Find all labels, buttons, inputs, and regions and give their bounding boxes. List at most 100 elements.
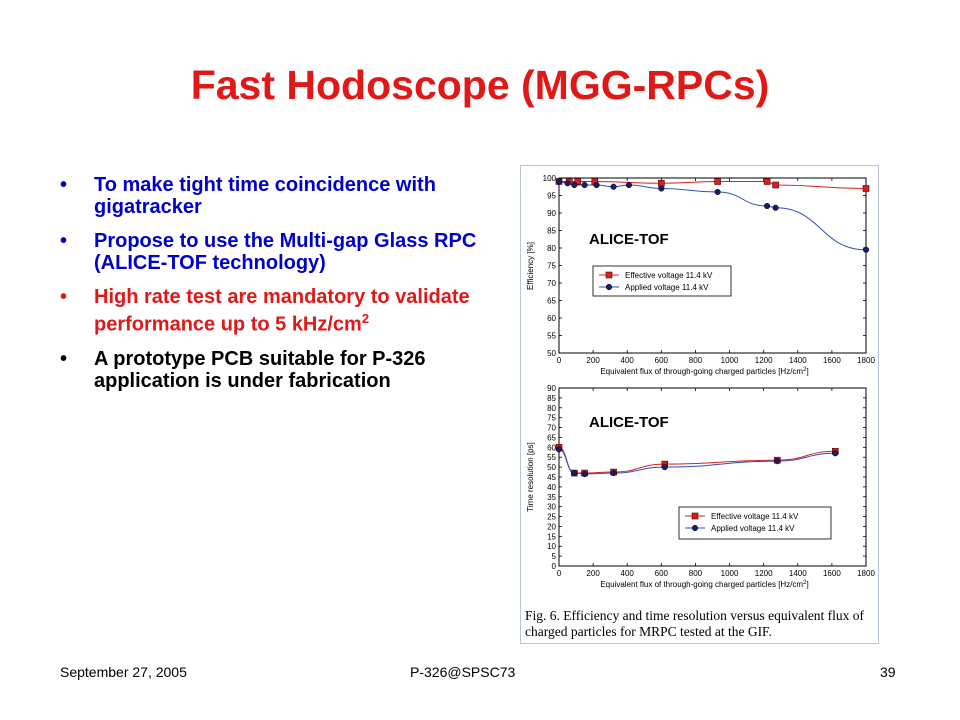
slide-title: Fast Hodoscope (MGG-RPCs) [190,62,770,108]
data-point [658,179,665,187]
bullet-text: High rate test are mandatory to validate… [94,286,470,336]
y-tick-label: 95 [547,192,556,201]
data-point [571,469,578,477]
figure-panel: 0 200 400 600 800 1000 1200 1400 1600 1800 50 55 60 6… [520,165,879,644]
data-point [714,178,721,185]
y-tick-label: 80 [547,404,556,413]
bullet-text: A prototype PCB suitable for P-326 appli… [94,347,426,392]
data-point [574,178,582,185]
y-tick-label: 60 [547,314,556,323]
y-tick-label: 85 [547,227,556,236]
x-axis-label-end: ] [806,580,808,589]
y-tick-label: 70 [547,279,556,288]
chart-overlay-label: ALICE-TOF [589,231,669,248]
x-tick-label: 1800 [857,569,875,578]
y-tick-label: 65 [547,433,556,442]
data-point [774,458,781,465]
x-axis-label: Equivalent flux of through-going charged… [600,580,808,589]
bullet-item: • High rate test are mandatory to validat… [60,286,480,336]
data-point [610,183,617,190]
x-tick-label: 1800 [857,356,875,365]
x-tick-label: 1600 [823,569,841,578]
x-tick-label: 1000 [721,569,739,578]
data-point [581,181,588,189]
x-tick-label: 200 [586,569,600,578]
plot-frame [558,177,867,354]
bullet-item: • Propose to use the Multi-gap Glass RPC … [60,230,480,274]
y-axis-label: Time resolution [ps] [526,442,535,512]
legend-marker [605,271,613,279]
bullet-item: • A prototype PCB suitable for P-326 appl… [60,348,480,392]
y-tick-label: 90 [547,384,556,393]
y-tick-label: 25 [547,513,556,522]
x-axis-label-sup: 2 [803,367,807,373]
legend-label: Applied voltage 11.4 kV [711,524,795,533]
y-tick-label: 50 [547,349,556,358]
x-tick-label: 800 [689,569,703,578]
y-tick-label: 20 [547,522,556,531]
data-point [832,450,839,457]
y-tick-label: 35 [547,493,556,502]
y-tick-label: 55 [547,332,556,341]
x-tick-label: 1200 [755,356,773,365]
y-tick-label: 100 [543,174,557,183]
y-tick-label: 75 [547,414,556,423]
bullet-text: Propose to use the Multi-gap Glass RPC (… [94,230,477,274]
data-point [564,180,571,187]
y-axis-label: Efficiency [%] [526,242,535,290]
legend-label: Effective voltage 11.4 kV [625,271,713,280]
data-point [571,181,578,189]
footer-center: P-326@SPSC73 [410,664,516,680]
legend-marker [691,512,699,520]
x-axis-label-sup: 2 [803,580,807,586]
y-tick-label: 70 [547,424,556,433]
x-axis-label-end: ] [806,367,808,376]
data-point [555,178,563,185]
footer-page-number: 39 [880,664,896,680]
y-tick-label: 60 [547,443,556,452]
data-point [862,246,870,253]
legend-marker [605,283,613,291]
y-tick-label: 90 [547,209,556,218]
legend-marker [691,524,699,532]
y-tick-label: 65 [547,297,556,306]
chart-overlay-label: ALICE-TOF [589,414,669,431]
y-tick-label: 30 [547,503,556,512]
x-tick-label: 400 [621,569,635,578]
data-point [593,181,600,189]
data-point [772,181,779,189]
y-tick-label: 10 [547,542,556,551]
data-point [714,188,721,196]
footer-date: September 27, 2005 [60,664,187,680]
x-tick-label: 400 [621,356,635,365]
bullet-item: • To make tight time coincidence with gig… [60,174,480,218]
x-axis-label: Equivalent flux of through-going charged… [600,367,808,376]
x-tick-label: 1400 [789,569,807,578]
x-tick-label: 800 [689,356,703,365]
x-tick-label: 600 [655,569,669,578]
y-tick-label: 50 [547,463,556,472]
legend-box [592,265,732,297]
x-tick-label: 600 [655,356,669,365]
bullet-dot: • [60,174,68,196]
bullet-superscript: 2 [361,311,370,326]
y-tick-label: 55 [547,453,556,462]
data-point [772,204,779,211]
bullet-dot: • [60,347,68,370]
data-point [862,185,870,192]
x-tick-label: 1200 [755,569,773,578]
y-tick-label: 85 [547,394,556,403]
data-point [763,178,771,185]
x-axis-label-text: Equivalent flux of through-going charged… [600,580,803,589]
x-tick-label: 0 [557,569,562,578]
legend-label: Effective voltage 11.4 kV [711,512,799,521]
x-tick-label: 0 [557,356,562,365]
y-tick-label: 75 [547,262,556,271]
y-tick-label: 15 [547,532,556,541]
y-tick-label: 5 [552,552,557,561]
data-point [661,464,668,471]
data-point [658,185,665,192]
legend-label: Applied voltage 11.4 kV [625,283,709,292]
charts-svg: 0 200 400 600 800 1000 1200 1400 1600 18005055606… [526,174,875,589]
legend-box [678,506,832,540]
